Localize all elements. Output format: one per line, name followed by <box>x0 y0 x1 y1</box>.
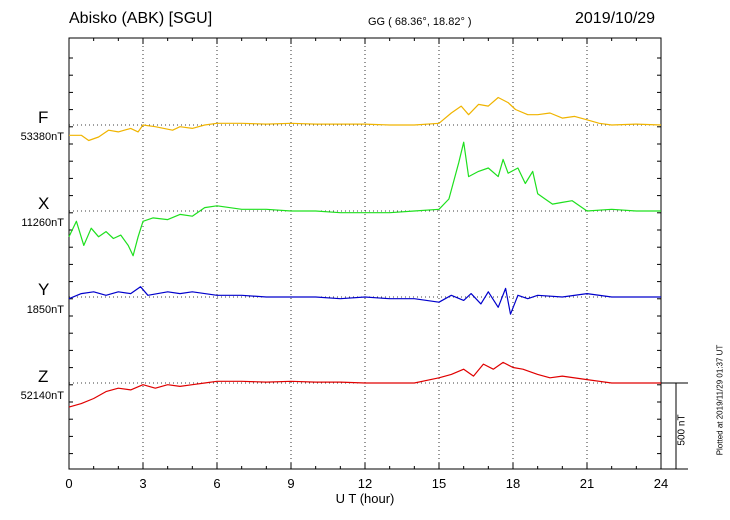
component-label-x: X <box>38 194 50 213</box>
station-title: Abisko (ABK) [SGU] <box>69 10 213 27</box>
x-tick-label: 9 <box>287 476 295 491</box>
plot-date: 2019/10/29 <box>575 10 656 27</box>
scale-bar-label: 500 nT <box>676 414 688 446</box>
series-line-y <box>68 286 661 315</box>
x-tick-label: 18 <box>505 476 521 491</box>
baseline-label-y: 1850nT <box>26 304 64 316</box>
baseline-label-f: 53380nT <box>20 131 64 143</box>
component-label-z: Z <box>38 367 49 386</box>
station-coordinates: GG ( 68.36°, 18.82° ) <box>368 16 472 28</box>
series-line-z <box>68 361 661 408</box>
component-label-y: Y <box>38 280 50 299</box>
baseline-label-z: 52140nT <box>20 390 64 402</box>
plotted-timestamp: Plotted at 2019/11/29 01:37 UT <box>715 344 725 456</box>
x-tick-label: 6 <box>213 476 221 491</box>
x-tick-label: 21 <box>579 476 595 491</box>
series-line-x <box>68 141 661 257</box>
component-label-f: F <box>38 108 49 127</box>
x-tick-label: 0 <box>65 476 73 491</box>
x-tick-label: 15 <box>431 476 447 491</box>
baseline-label-x: 11260nT <box>21 217 64 229</box>
x-tick-label: 24 <box>653 476 669 491</box>
series-line-f <box>69 96 662 142</box>
x-tick-label: 12 <box>357 476 373 491</box>
x-axis-label: U T (hour) <box>335 491 395 506</box>
x-tick-label: 3 <box>139 476 147 491</box>
